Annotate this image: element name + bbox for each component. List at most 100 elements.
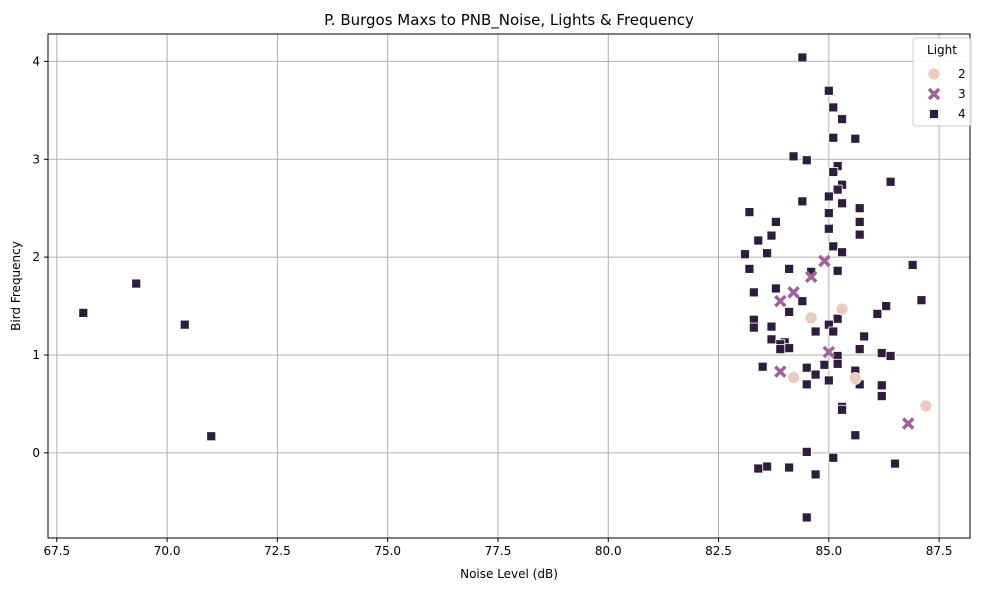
data-point [832, 265, 843, 276]
data-point [774, 365, 787, 378]
data-point [784, 307, 795, 317]
marks-layer [78, 52, 933, 523]
data-point [766, 334, 777, 345]
data-point [784, 343, 795, 354]
data-point [810, 326, 821, 337]
y-tick-label: 3 [32, 152, 40, 166]
grid-layer [48, 34, 970, 538]
data-point [823, 223, 834, 234]
ticks-layer: 67.5 70.0 72.5 75.0 77.5 80.0 82.5 85.0 87.5 0 1 2 3… [32, 54, 952, 558]
data-point [797, 296, 808, 307]
data-point [179, 319, 190, 330]
series-light-3 [774, 254, 915, 430]
data-point [774, 294, 787, 308]
legend-title: Light [927, 43, 957, 57]
legend-entry-label: 4 [958, 107, 966, 121]
data-point [823, 191, 834, 202]
data-point [753, 235, 764, 246]
data-point [885, 351, 896, 361]
data-point [206, 431, 217, 442]
data-point [828, 452, 839, 463]
data-point [907, 260, 918, 270]
data-point [823, 375, 834, 386]
data-point [828, 241, 839, 252]
data-point [876, 348, 887, 358]
legend-entry-3: 3 [927, 87, 966, 101]
x-tick-label: 87.5 [926, 544, 953, 558]
data-point [850, 430, 861, 441]
data-point [804, 311, 818, 325]
data-point [818, 254, 831, 268]
data-point [757, 361, 768, 372]
legend-entry-label: 3 [958, 87, 966, 101]
x-tick-label: 82.5 [705, 544, 732, 558]
data-point [859, 331, 870, 342]
data-point [828, 102, 839, 113]
data-point [848, 372, 862, 385]
data-point [828, 132, 839, 143]
y-axis-label: Bird Frequency [9, 241, 23, 331]
data-point [787, 286, 800, 299]
data-point [804, 270, 818, 283]
data-point [837, 114, 847, 125]
data-point [823, 208, 834, 218]
series-light-2 [787, 302, 933, 413]
series-light-4 [78, 52, 927, 523]
data-point [854, 216, 865, 227]
data-point [876, 391, 887, 401]
data-point [801, 512, 812, 523]
y-tick-label: 1 [32, 348, 40, 362]
data-point [902, 417, 915, 430]
legend-entry-label: 2 [958, 67, 966, 81]
legend-marker [929, 109, 939, 119]
data-point [828, 326, 839, 337]
data-point [810, 469, 821, 480]
data-point [762, 461, 772, 472]
legend-marker [927, 67, 941, 81]
data-point [919, 399, 933, 413]
data-point [854, 344, 865, 355]
legend: Light 2 3 4 [912, 37, 972, 127]
data-point [832, 358, 843, 369]
x-axis-label: Noise Level (dB) [460, 567, 558, 581]
data-point [784, 263, 795, 274]
data-point [872, 308, 883, 319]
data-point [784, 462, 795, 473]
data-point [832, 184, 843, 195]
data-point [131, 278, 142, 289]
data-point [837, 198, 847, 209]
data-point [837, 404, 847, 415]
plot-frame [47, 33, 971, 539]
data-point [828, 167, 839, 177]
data-point [801, 155, 812, 166]
legend-marker [927, 87, 941, 101]
data-point [744, 263, 755, 274]
data-point [835, 302, 849, 316]
x-tick-label: 67.5 [43, 544, 70, 558]
data-point [801, 362, 812, 373]
data-point [787, 371, 800, 384]
x-tick-label: 70.0 [154, 544, 181, 558]
data-point [788, 151, 799, 162]
data-point [753, 463, 764, 474]
data-point [881, 301, 892, 311]
data-point [744, 207, 755, 218]
data-point [837, 247, 847, 258]
data-point [916, 295, 927, 306]
data-point [819, 359, 830, 370]
y-tick-label: 0 [32, 446, 40, 460]
legend-entry-4: 4 [929, 107, 966, 121]
data-point [822, 345, 836, 359]
data-point [810, 369, 821, 380]
data-point [876, 380, 887, 391]
data-point [885, 176, 896, 187]
data-point [801, 379, 812, 390]
data-point [850, 133, 861, 144]
data-point [775, 344, 786, 355]
data-point [797, 52, 808, 63]
data-point [823, 85, 834, 96]
x-tick-label: 72.5 [264, 544, 291, 558]
data-point [766, 321, 777, 332]
data-point [740, 249, 750, 260]
